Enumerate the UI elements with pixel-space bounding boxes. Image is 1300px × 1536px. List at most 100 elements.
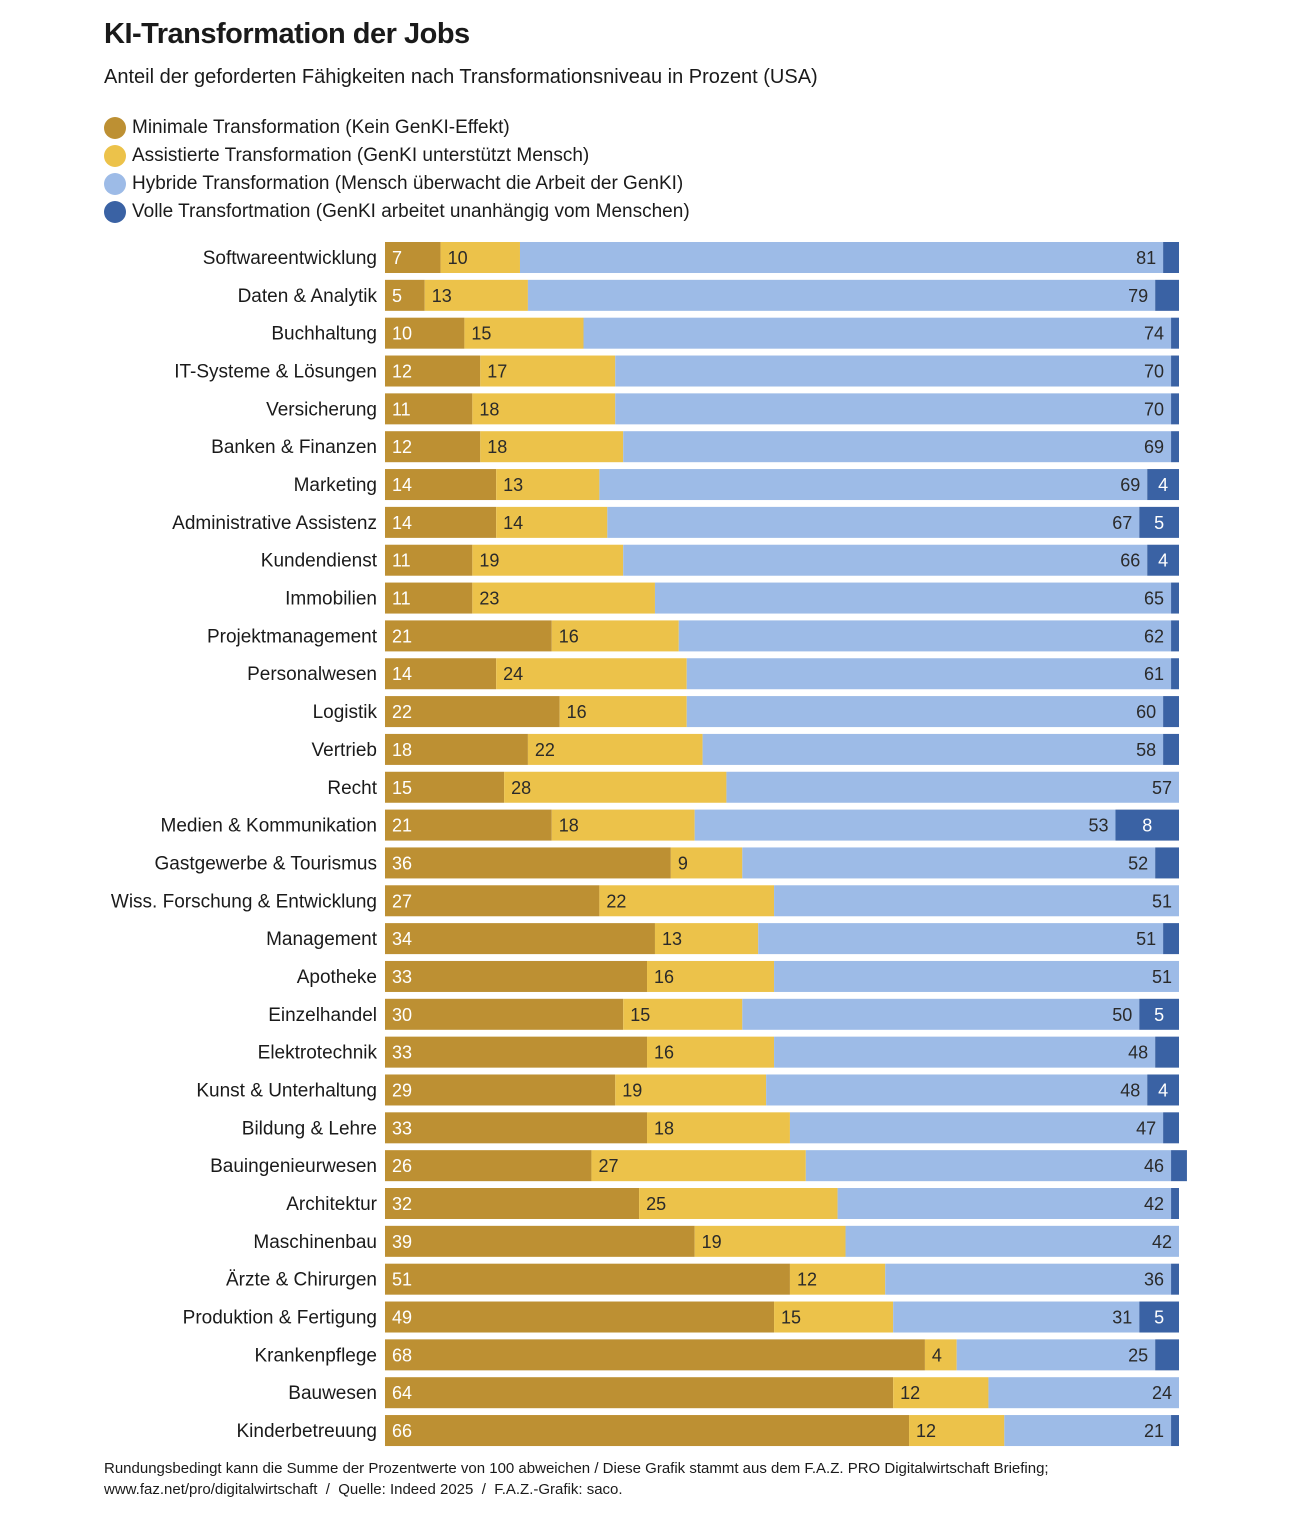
data-label-hybrid: 53 xyxy=(1088,816,1108,836)
data-label-assisted: 22 xyxy=(535,740,555,760)
bar-segment-full xyxy=(1139,1301,1179,1333)
category-label: Kundendienst xyxy=(261,551,378,572)
category-label: Architektur xyxy=(286,1194,377,1215)
bar-segment-hybrid xyxy=(789,1112,1164,1144)
data-label-minimal: 51 xyxy=(392,1270,412,1290)
data-label-hybrid: 48 xyxy=(1128,1043,1148,1063)
category-label: Management xyxy=(266,929,378,950)
bar-segment-minimal xyxy=(385,998,624,1030)
category-label: Softwareentwicklung xyxy=(203,248,377,269)
bar-segment-assisted xyxy=(496,469,600,501)
data-label-hybrid: 58 xyxy=(1136,740,1156,760)
data-label-full: 5 xyxy=(1154,1308,1164,1328)
data-label-assisted: 22 xyxy=(606,891,626,911)
bar-segment-assisted xyxy=(774,1301,894,1333)
bar-segment-assisted xyxy=(472,582,655,614)
bar-segment-minimal xyxy=(385,1377,894,1409)
category-label: Wiss. Forschung & Entwicklung xyxy=(111,891,377,912)
category-label: Einzelhandel xyxy=(268,1005,377,1026)
data-label-assisted: 19 xyxy=(622,1080,642,1100)
bar-segment-full xyxy=(1155,1036,1179,1068)
bar-segment-minimal xyxy=(385,960,648,992)
data-label-minimal: 12 xyxy=(392,437,412,457)
data-label-hybrid: 65 xyxy=(1144,589,1164,609)
bar-segment-minimal xyxy=(385,1150,592,1182)
bar-segment-hybrid xyxy=(726,771,1179,803)
bar-segment-hybrid xyxy=(686,696,1164,728)
category-label: Marketing xyxy=(294,475,377,496)
bar-segment-hybrid xyxy=(599,469,1148,501)
bar-segment-minimal xyxy=(385,658,497,690)
data-label-assisted: 12 xyxy=(900,1383,920,1403)
data-label-hybrid: 74 xyxy=(1144,324,1164,344)
data-label-hybrid: 67 xyxy=(1112,513,1132,533)
data-label-minimal: 12 xyxy=(392,362,412,382)
data-label-minimal: 11 xyxy=(392,589,411,609)
bar-segment-hybrid xyxy=(615,393,1172,425)
bar-segment-assisted xyxy=(480,431,624,463)
bar-segment-hybrid xyxy=(742,847,1156,879)
bar-segment-hybrid xyxy=(988,1377,1179,1409)
data-label-hybrid: 42 xyxy=(1144,1194,1164,1214)
bar-segment-full xyxy=(1171,1415,1179,1447)
bar-segment-minimal xyxy=(385,1225,695,1257)
data-label-hybrid: 24 xyxy=(1152,1383,1172,1403)
bar-segment-full xyxy=(1163,696,1179,728)
category-label: Bauingenieurwesen xyxy=(210,1156,377,1177)
bar-segment-assisted xyxy=(623,998,743,1030)
bar-segment-full xyxy=(1139,506,1179,538)
data-label-full: 5 xyxy=(1154,513,1164,533)
data-label-assisted: 18 xyxy=(479,399,499,419)
bar-segment-minimal xyxy=(385,431,481,463)
data-label-minimal: 26 xyxy=(392,1156,412,1176)
bar-segment-minimal xyxy=(385,242,441,273)
bar-segment-minimal xyxy=(385,1339,925,1371)
category-label: Immobilien xyxy=(285,589,377,610)
category-label: Administrative Assistenz xyxy=(172,513,377,534)
bar-segment-minimal xyxy=(385,469,497,501)
data-label-assisted: 19 xyxy=(479,551,499,571)
bar-segment-assisted xyxy=(924,1339,957,1371)
bar-segment-assisted xyxy=(464,317,584,349)
bar-segment-assisted xyxy=(615,1074,767,1106)
footer-note: Rundungsbedingt kann die Summe der Proze… xyxy=(104,1458,1049,1500)
data-label-minimal: 14 xyxy=(392,475,412,495)
data-label-minimal: 5 xyxy=(392,286,402,306)
category-label: Bildung & Lehre xyxy=(242,1118,377,1139)
legend-label: Hybride Transformation (Mensch überwacht… xyxy=(132,173,684,194)
category-label: Kinderbetreuung xyxy=(237,1421,378,1442)
bar-segment-minimal xyxy=(385,885,600,917)
bar-segment-minimal xyxy=(385,1188,640,1219)
bar-segment-hybrid xyxy=(583,317,1172,349)
data-label-full: 4 xyxy=(1158,475,1168,495)
category-label: Medien & Kommunikation xyxy=(161,816,378,837)
data-label-full: 4 xyxy=(1158,1080,1168,1100)
legend-label: Volle Transfortmation (GenKI arbeitet un… xyxy=(132,201,690,222)
category-label: Versicherung xyxy=(266,399,377,420)
bar-segment-hybrid xyxy=(519,242,1164,273)
bar-segment-assisted xyxy=(496,658,687,690)
bar-segment-assisted xyxy=(647,1036,775,1068)
legend-item-minimal: Minimale Transformation (Kein GenKI-Effe… xyxy=(104,114,690,142)
data-label-assisted: 4 xyxy=(932,1345,942,1365)
bar-segment-full xyxy=(1171,393,1179,425)
data-label-hybrid: 62 xyxy=(1144,626,1164,646)
bar-segment-minimal xyxy=(385,733,528,765)
bar-segment-assisted xyxy=(480,355,616,387)
data-label-minimal: 22 xyxy=(392,702,412,722)
data-label-full: 4 xyxy=(1158,551,1168,571)
data-label-assisted: 25 xyxy=(646,1194,666,1214)
category-label: Apotheke xyxy=(297,967,377,988)
data-label-assisted: 15 xyxy=(471,324,491,344)
bar-segment-hybrid xyxy=(774,885,1179,917)
data-label-minimal: 21 xyxy=(392,626,412,646)
bar-segment-assisted xyxy=(789,1263,886,1295)
category-label: Krankenpflege xyxy=(254,1345,377,1366)
bar-segment-full xyxy=(1155,1339,1179,1371)
data-label-hybrid: 48 xyxy=(1120,1080,1140,1100)
legend-label: Assistierte Transformation (GenKI unters… xyxy=(132,145,590,166)
bar-segment-assisted xyxy=(893,1377,989,1409)
bar-segment-assisted xyxy=(559,696,687,728)
data-label-assisted: 9 xyxy=(678,853,688,873)
